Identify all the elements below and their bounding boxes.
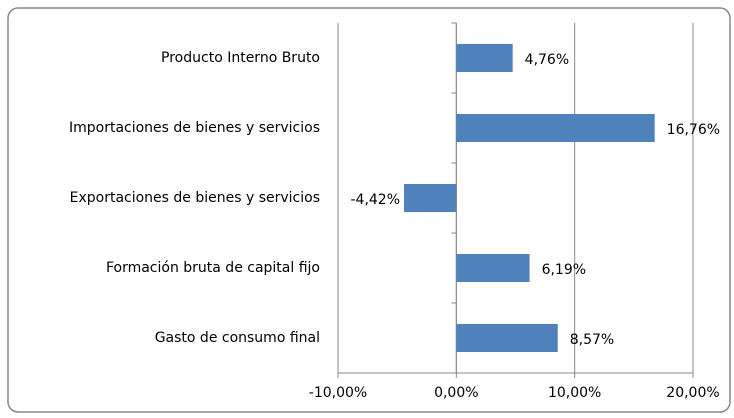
x-tick-label: -10,00% [309,385,367,401]
chart-frame [7,7,731,413]
y-tick-label: Importaciones de bienes y servicios [69,120,320,136]
y-tick-label: Exportaciones de bienes y servicios [70,190,320,206]
x-tick-label: 20,00% [666,385,719,401]
x-tick-label: 10,00% [548,385,601,401]
bar [456,114,655,142]
bar [456,254,530,282]
y-tick-label: Formación bruta de capital fijo [106,260,320,276]
value-label: 4,76% [525,52,569,68]
bar [456,324,558,352]
value-label: 6,19% [542,262,586,278]
x-tick-label: 0,00% [434,385,478,401]
y-tick-label: Gasto de consumo final [155,330,320,346]
value-label: 8,57% [570,332,614,348]
value-label: 16,76% [667,122,720,138]
bar [456,44,513,72]
y-tick-label: Producto Interno Bruto [161,50,320,66]
value-label: -4,42% [350,192,400,208]
bar [404,184,457,212]
